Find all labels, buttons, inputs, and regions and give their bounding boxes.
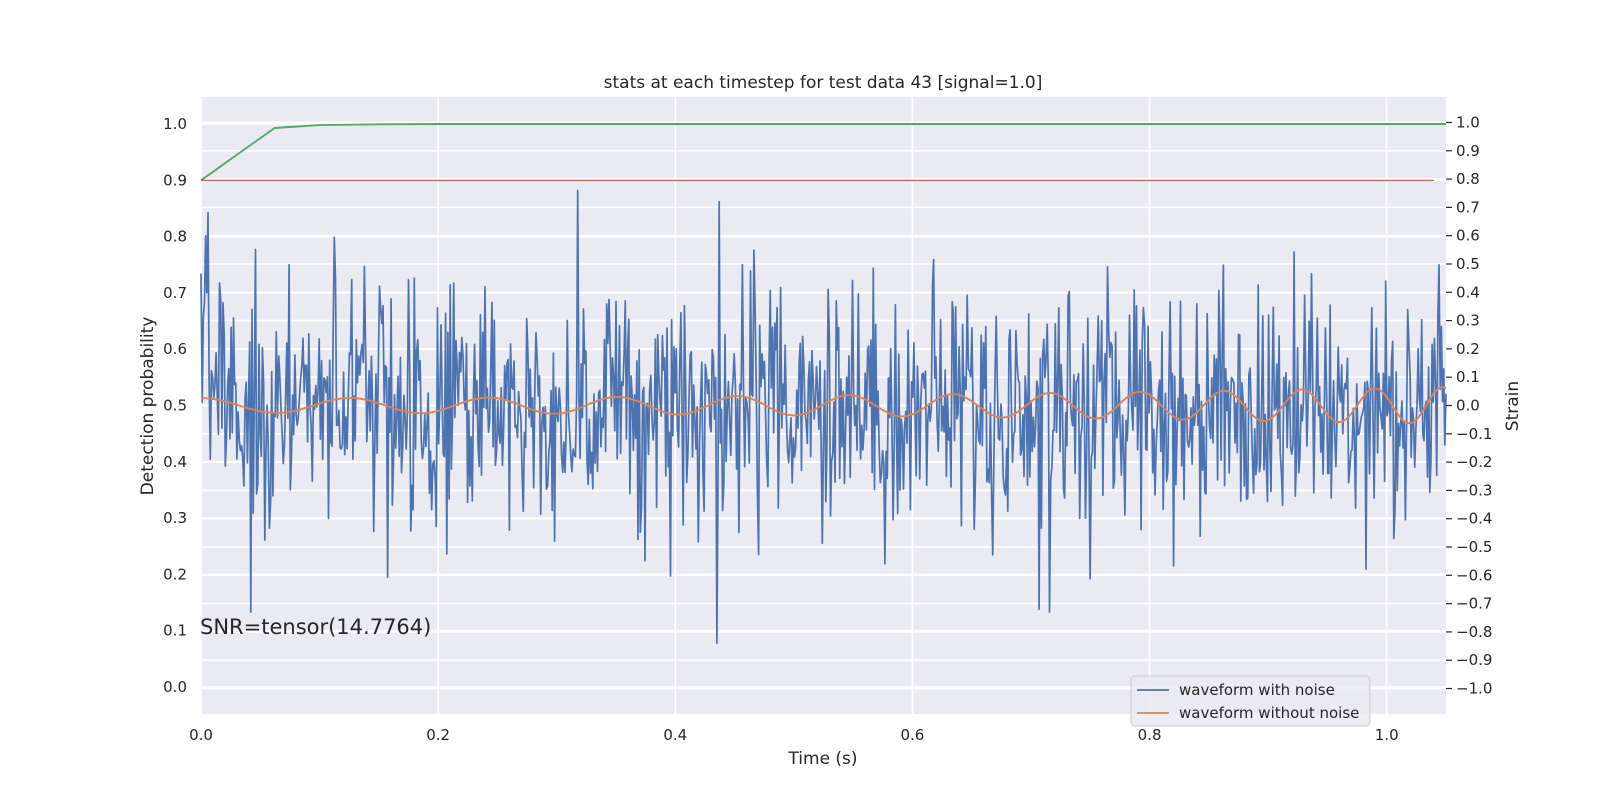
y-right-tick-label-1: −0.9 bbox=[1456, 651, 1492, 669]
y-left-tick-label-4: 0.4 bbox=[163, 453, 187, 471]
y-axis-label-right: Strain bbox=[1503, 381, 1523, 431]
right-y-axis: −1.0 −0.9 −0.8 −0.7 −0.6 −0.5 −0.4 −0.3 −0.2 −0.1… bbox=[1446, 113, 1492, 698]
y-left-tick-label-7: 0.7 bbox=[163, 284, 187, 302]
y-left-tick-label-8: 0.8 bbox=[163, 228, 187, 246]
y-right-tick-label-0: −1.0 bbox=[1456, 680, 1492, 698]
y-right-tick-label-12: 0.2 bbox=[1456, 340, 1480, 358]
x-tick-label-1: 0.2 bbox=[426, 726, 450, 744]
x-tick-label-5: 1.0 bbox=[1375, 726, 1399, 744]
series-layer bbox=[200, 123, 1447, 645]
y-axis-label-left: Detection probability bbox=[138, 317, 158, 496]
y-left-tick-label-3: 0.3 bbox=[163, 509, 187, 527]
x-axis: 0.0 0.2 0.4 0.6 0.8 1.0 bbox=[189, 726, 1399, 744]
x-axis-label: Time (s) bbox=[787, 749, 857, 769]
y-right-tick-label-7: −0.3 bbox=[1456, 481, 1492, 499]
y-right-tick-label-5: −0.5 bbox=[1456, 538, 1492, 556]
legend: waveform with noise waveform without nois… bbox=[1130, 675, 1371, 727]
y-right-tick-label-20: 1.0 bbox=[1456, 113, 1480, 131]
series-line-2 bbox=[200, 123, 1446, 182]
y-right-tick-label-9: −0.1 bbox=[1456, 425, 1492, 443]
y-right-tick-label-16: 0.6 bbox=[1456, 227, 1480, 245]
legend-frame bbox=[1130, 675, 1371, 727]
y-right-tick-label-18: 0.8 bbox=[1456, 170, 1480, 188]
chart-title: stats at each timestep for test data 43 … bbox=[604, 73, 1043, 93]
x-tick-label-3: 0.6 bbox=[900, 726, 924, 744]
y-right-tick-label-4: −0.6 bbox=[1456, 566, 1492, 584]
y-left-tick-label-9: 0.9 bbox=[163, 171, 187, 189]
left-y-axis: 0.0 0.1 0.2 0.3 0.4 0.5 0.6 0.7 0.8 0.9 1.0 bbox=[163, 115, 187, 696]
y-right-tick-label-17: 0.7 bbox=[1456, 198, 1480, 216]
y-right-tick-label-3: −0.7 bbox=[1456, 595, 1492, 613]
snr-annotation: SNR=tensor(14.7764) bbox=[200, 615, 431, 639]
series-line-1 bbox=[200, 386, 1447, 425]
y-left-tick-label-5: 0.5 bbox=[163, 397, 187, 415]
y-left-tick-label-2: 0.2 bbox=[163, 565, 187, 583]
y-left-tick-label-10: 1.0 bbox=[163, 115, 187, 133]
y-right-tick-label-2: −0.8 bbox=[1456, 623, 1492, 641]
y-right-tick-label-6: −0.4 bbox=[1456, 510, 1492, 528]
series-line-0 bbox=[200, 189, 1447, 645]
y-right-tick-label-19: 0.9 bbox=[1456, 142, 1480, 160]
x-tick-label-2: 0.4 bbox=[663, 726, 687, 744]
y-left-tick-label-0: 0.0 bbox=[163, 678, 187, 696]
legend-label-1: waveform without noise bbox=[1179, 704, 1359, 722]
y-right-tick-label-10: 0.0 bbox=[1456, 397, 1480, 415]
y-left-tick-label-6: 0.6 bbox=[163, 340, 187, 358]
legend-label-0: waveform with noise bbox=[1179, 681, 1335, 699]
y-right-tick-label-8: −0.2 bbox=[1456, 453, 1492, 471]
y-right-tick-label-14: 0.4 bbox=[1456, 283, 1480, 301]
y-right-tick-label-11: 0.1 bbox=[1456, 368, 1480, 386]
y-right-tick-label-13: 0.3 bbox=[1456, 312, 1480, 330]
y-left-tick-label-1: 0.1 bbox=[163, 622, 187, 640]
y-right-tick-label-15: 0.5 bbox=[1456, 255, 1480, 273]
x-tick-label-4: 0.8 bbox=[1138, 726, 1162, 744]
x-tick-label-0: 0.0 bbox=[189, 726, 213, 744]
